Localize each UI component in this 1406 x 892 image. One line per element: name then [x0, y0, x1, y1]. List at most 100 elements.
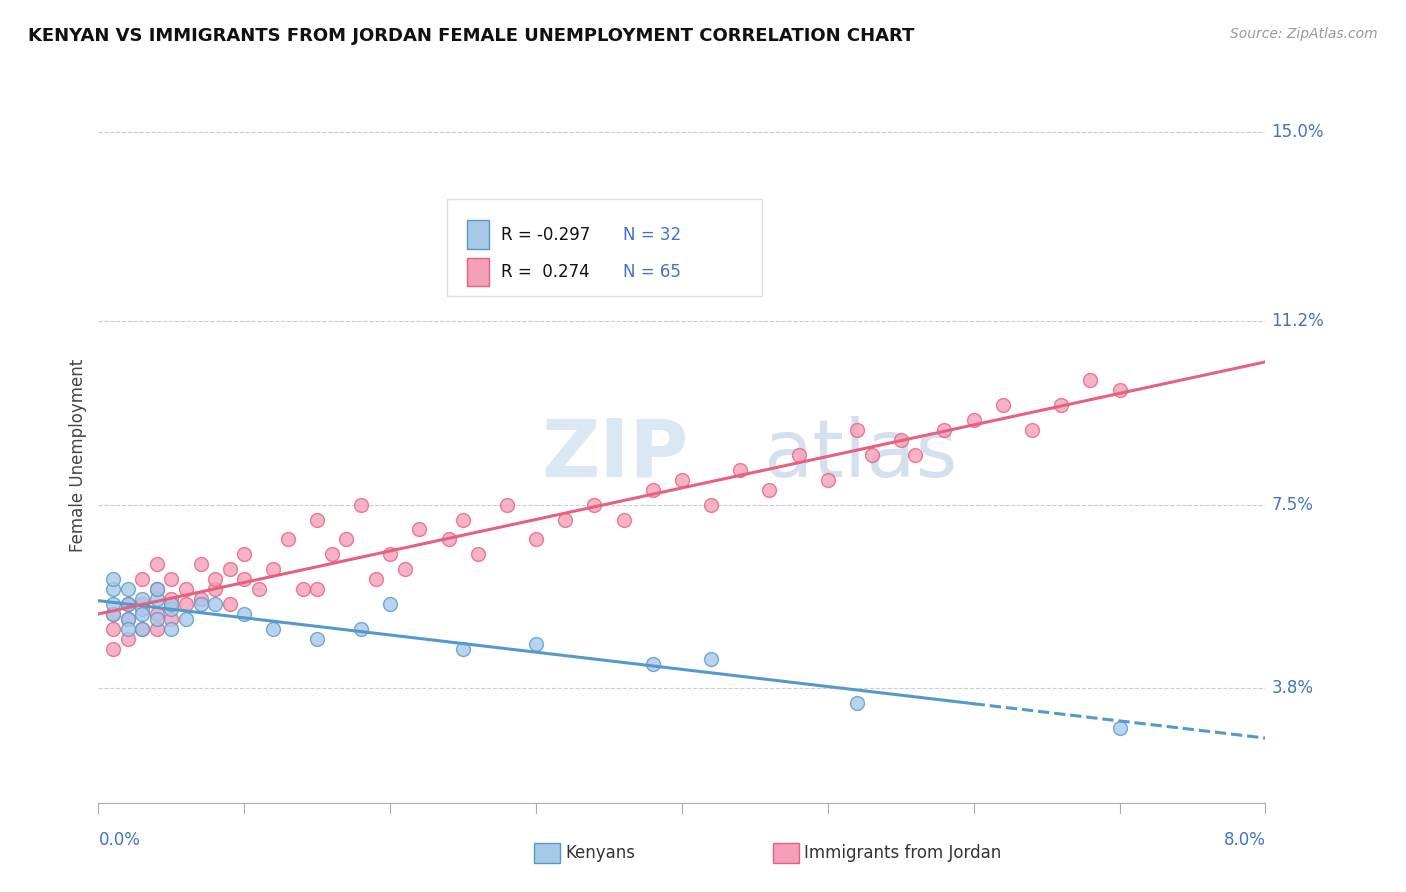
Point — [117, 622, 139, 636]
Point — [1050, 398, 1073, 412]
Point — [904, 448, 927, 462]
Point — [728, 463, 751, 477]
Point — [233, 547, 256, 561]
Point — [190, 592, 212, 607]
Point — [218, 562, 240, 576]
Point — [307, 582, 329, 596]
Point — [758, 483, 780, 497]
Point — [146, 612, 169, 626]
Text: N = 65: N = 65 — [623, 263, 681, 281]
Point — [262, 562, 284, 576]
Point — [160, 622, 183, 636]
Point — [117, 612, 139, 626]
Point — [190, 597, 212, 611]
Point — [160, 612, 183, 626]
Point — [146, 622, 169, 636]
Text: Immigrants from Jordan: Immigrants from Jordan — [804, 844, 1001, 862]
Point — [962, 413, 984, 427]
Point — [845, 697, 868, 711]
Point — [1108, 721, 1130, 735]
Point — [321, 547, 343, 561]
Point — [612, 512, 634, 526]
Point — [437, 533, 460, 547]
Point — [991, 398, 1014, 412]
Point — [350, 498, 373, 512]
Point — [131, 572, 153, 586]
Point — [160, 597, 183, 611]
Point — [160, 592, 183, 607]
Point — [1080, 373, 1102, 387]
Point — [131, 597, 153, 611]
Point — [451, 641, 474, 656]
Point — [190, 558, 212, 572]
Point — [174, 597, 197, 611]
Point — [233, 607, 256, 621]
Text: atlas: atlas — [763, 416, 957, 494]
Point — [554, 512, 576, 526]
Point — [277, 533, 299, 547]
Point — [787, 448, 810, 462]
Point — [307, 632, 329, 646]
Point — [860, 448, 883, 462]
Text: N = 32: N = 32 — [623, 226, 681, 244]
Point — [262, 622, 284, 636]
Point — [101, 572, 124, 586]
Point — [160, 602, 183, 616]
Point — [700, 651, 723, 665]
Point — [335, 533, 357, 547]
Y-axis label: Female Unemployment: Female Unemployment — [69, 359, 87, 551]
Text: 7.5%: 7.5% — [1271, 496, 1313, 514]
Text: Source: ZipAtlas.com: Source: ZipAtlas.com — [1230, 27, 1378, 41]
Text: R =  0.274: R = 0.274 — [501, 263, 589, 281]
Point — [117, 612, 139, 626]
Point — [890, 433, 912, 447]
Text: Kenyans: Kenyans — [565, 844, 636, 862]
Point — [378, 547, 402, 561]
Point — [394, 562, 416, 576]
Point — [101, 597, 124, 611]
Point — [641, 483, 664, 497]
Point — [641, 657, 664, 671]
Text: KENYAN VS IMMIGRANTS FROM JORDAN FEMALE UNEMPLOYMENT CORRELATION CHART: KENYAN VS IMMIGRANTS FROM JORDAN FEMALE … — [28, 27, 914, 45]
Point — [131, 602, 153, 616]
Text: 0.0%: 0.0% — [98, 830, 141, 848]
Point — [101, 607, 124, 621]
Text: 8.0%: 8.0% — [1223, 830, 1265, 848]
Point — [101, 641, 124, 656]
Point — [146, 558, 169, 572]
Point — [101, 582, 124, 596]
Point — [218, 597, 240, 611]
Text: 15.0%: 15.0% — [1271, 123, 1323, 141]
Point — [378, 597, 402, 611]
Point — [131, 607, 153, 621]
Point — [101, 622, 124, 636]
Point — [1021, 423, 1043, 437]
Point — [817, 473, 839, 487]
Point — [700, 498, 723, 512]
Point — [583, 498, 606, 512]
Point — [364, 572, 387, 586]
Point — [174, 612, 197, 626]
Point — [131, 592, 153, 607]
Point — [146, 582, 169, 596]
Point — [146, 592, 169, 607]
Point — [467, 547, 489, 561]
Point — [350, 622, 373, 636]
Point — [934, 423, 956, 437]
Point — [117, 632, 139, 646]
Point — [204, 572, 226, 586]
Point — [160, 572, 183, 586]
Point — [496, 498, 519, 512]
Point — [117, 597, 139, 611]
Point — [233, 572, 256, 586]
Point — [117, 582, 139, 596]
Point — [291, 582, 314, 596]
Point — [524, 637, 547, 651]
Point — [204, 582, 226, 596]
Point — [146, 582, 169, 596]
Point — [174, 582, 197, 596]
Point — [131, 622, 153, 636]
Point — [451, 512, 474, 526]
Point — [671, 473, 693, 487]
Text: ZIP: ZIP — [541, 416, 689, 494]
